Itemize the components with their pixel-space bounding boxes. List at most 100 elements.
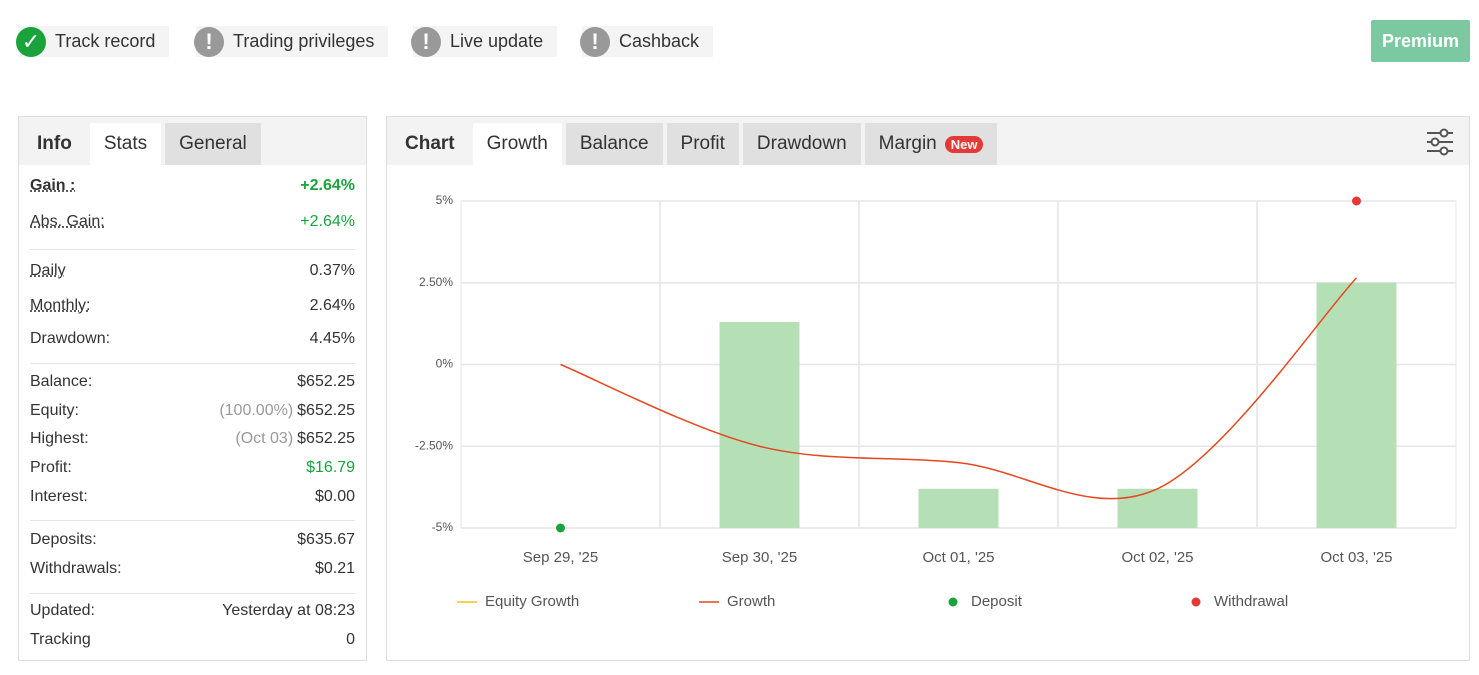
stats-panel: Info Stats General Gain : +2.64% Abs. Gain… bbox=[18, 116, 367, 661]
stat-label: Balance: bbox=[30, 373, 93, 390]
tab[interactable]: Drawdown bbox=[742, 123, 861, 165]
badge[interactable]: ✓ Track record bbox=[16, 26, 170, 57]
stat-value: 4.45% bbox=[309, 330, 355, 347]
stat-label: Equity: bbox=[30, 402, 79, 419]
stat-row: Deposits: $635.67 bbox=[30, 531, 355, 549]
warn-icon: ! bbox=[411, 26, 441, 57]
bar bbox=[1316, 282, 1397, 528]
stat-value: 2.64% bbox=[309, 297, 355, 314]
divider bbox=[30, 520, 355, 521]
legend-label: Withdrawal bbox=[1214, 593, 1288, 610]
y-tick-label: -2.50% bbox=[415, 438, 453, 452]
badge[interactable]: ! Live update bbox=[411, 26, 558, 57]
stat-row: Withdrawals: $0.21 bbox=[30, 560, 355, 578]
chart-panel: Chart Growth Balance Profit Drawdown Mar… bbox=[386, 116, 1470, 661]
stat-label: Monthly: bbox=[30, 297, 91, 314]
stat-value-wrap: 2.64% bbox=[310, 297, 355, 315]
stat-value-wrap: $635.67 bbox=[297, 531, 355, 549]
stat-value-wrap: (100.00%) $652.25 bbox=[219, 402, 355, 420]
tab[interactable]: Stats bbox=[89, 123, 162, 165]
tab[interactable]: Margin New bbox=[864, 123, 998, 165]
x-tick-label: Sep 30, '25 bbox=[722, 549, 797, 566]
stat-label: Updated: bbox=[30, 602, 95, 619]
stat-row: Balance: $652.25 bbox=[30, 373, 355, 391]
tab-label: Margin bbox=[878, 133, 937, 154]
x-tick-label: Sep 29, '25 bbox=[523, 549, 598, 566]
stat-value: 0 bbox=[346, 631, 355, 648]
stat-value: +2.64% bbox=[300, 213, 355, 230]
divider bbox=[30, 593, 355, 594]
stat-value-wrap: (Oct 03) $652.25 bbox=[235, 430, 355, 448]
bar bbox=[719, 321, 800, 528]
badge-label: Track record bbox=[55, 31, 156, 51]
new-badge: New bbox=[944, 135, 984, 153]
x-tick-label: Oct 03, '25 bbox=[1320, 549, 1392, 566]
stat-value-wrap: +2.64% bbox=[300, 213, 355, 231]
stat-value-wrap: 0.37% bbox=[310, 262, 355, 280]
badge-label: Cashback bbox=[619, 31, 700, 51]
stat-label: Highest: bbox=[30, 430, 89, 447]
y-tick-label: -5% bbox=[432, 520, 454, 534]
divider bbox=[30, 249, 355, 250]
warn-icon: ! bbox=[194, 26, 224, 57]
stat-row: Equity: (100.00%) $652.25 bbox=[30, 402, 355, 420]
stat-row: Highest: (Oct 03) $652.25 bbox=[30, 430, 355, 448]
tab[interactable]: Balance bbox=[565, 123, 663, 165]
bar bbox=[918, 488, 999, 528]
stat-value: $652.25 bbox=[297, 373, 355, 390]
point bbox=[1352, 196, 1361, 206]
divider bbox=[30, 363, 355, 364]
stat-value-wrap: $0.00 bbox=[315, 488, 355, 506]
premium-button[interactable]: Premium bbox=[1371, 20, 1470, 62]
stat-label: Withdrawals: bbox=[30, 560, 122, 577]
stat-label: Gain : bbox=[30, 177, 76, 194]
stat-value-wrap: $652.25 bbox=[297, 373, 355, 391]
tab[interactable]: Info bbox=[37, 133, 72, 154]
tab[interactable]: Chart bbox=[405, 133, 455, 154]
y-tick-label: 0% bbox=[436, 357, 454, 371]
chart: 5% 2.50% 0% -2.50% -5% Sep 29, '25 Sep 30, '25… bbox=[415, 193, 1457, 610]
stat-value-wrap: +2.64% bbox=[300, 177, 355, 195]
x-tick-label: Oct 02, '25 bbox=[1121, 549, 1193, 566]
legend-label: Growth bbox=[727, 593, 775, 610]
stat-note: (Oct 03) bbox=[235, 430, 294, 447]
settings-icon[interactable] bbox=[1425, 128, 1455, 156]
stat-value: $635.67 bbox=[297, 531, 355, 548]
stat-value: $652.25 bbox=[297, 430, 355, 447]
tab[interactable]: Growth bbox=[472, 123, 562, 165]
stat-value: 0.37% bbox=[309, 262, 355, 279]
legend-swatch bbox=[1191, 597, 1201, 607]
stat-value: +2.64% bbox=[300, 177, 355, 194]
stat-value-wrap: Yesterday at 08:23 bbox=[222, 602, 355, 620]
stat-value-wrap: $0.21 bbox=[315, 560, 355, 578]
stat-value: $16.79 bbox=[306, 459, 355, 476]
stat-row: Updated: Yesterday at 08:23 bbox=[30, 602, 355, 620]
stat-row: Abs. Gain: +2.64% bbox=[30, 213, 355, 231]
check-icon: ✓ bbox=[16, 26, 46, 57]
x-tick-label: Oct 01, '25 bbox=[922, 549, 994, 566]
stat-value: Yesterday at 08:23 bbox=[222, 602, 355, 619]
tab[interactable]: General bbox=[165, 123, 261, 165]
badge[interactable]: ! Trading privileges bbox=[194, 26, 389, 57]
badge-label: Trading privileges bbox=[233, 31, 375, 51]
stat-label: Drawdown: bbox=[30, 330, 111, 347]
stat-note: (100.00%) bbox=[219, 402, 294, 419]
tab[interactable]: Profit bbox=[666, 123, 739, 165]
stat-row: Gain : +2.64% bbox=[30, 177, 355, 195]
stat-value-wrap: $16.79 bbox=[306, 459, 355, 477]
point bbox=[556, 523, 565, 533]
legend-swatch bbox=[948, 597, 958, 607]
warn-icon: ! bbox=[580, 26, 610, 57]
legend-label: Equity Growth bbox=[485, 593, 579, 610]
stat-label: Profit: bbox=[30, 459, 72, 476]
tab-bar: Chart Growth Balance Profit Drawdown Mar… bbox=[387, 117, 1469, 165]
stat-row: Tracking 0 bbox=[30, 631, 355, 649]
stat-row: Daily 0.37% bbox=[30, 262, 355, 280]
bar bbox=[1117, 488, 1198, 528]
badge[interactable]: ! Cashback bbox=[580, 26, 714, 57]
stat-label: Tracking bbox=[30, 631, 91, 648]
stat-value: $0.21 bbox=[314, 560, 355, 577]
stat-value: $652.25 bbox=[297, 402, 355, 419]
badge-label: Live update bbox=[450, 31, 544, 51]
